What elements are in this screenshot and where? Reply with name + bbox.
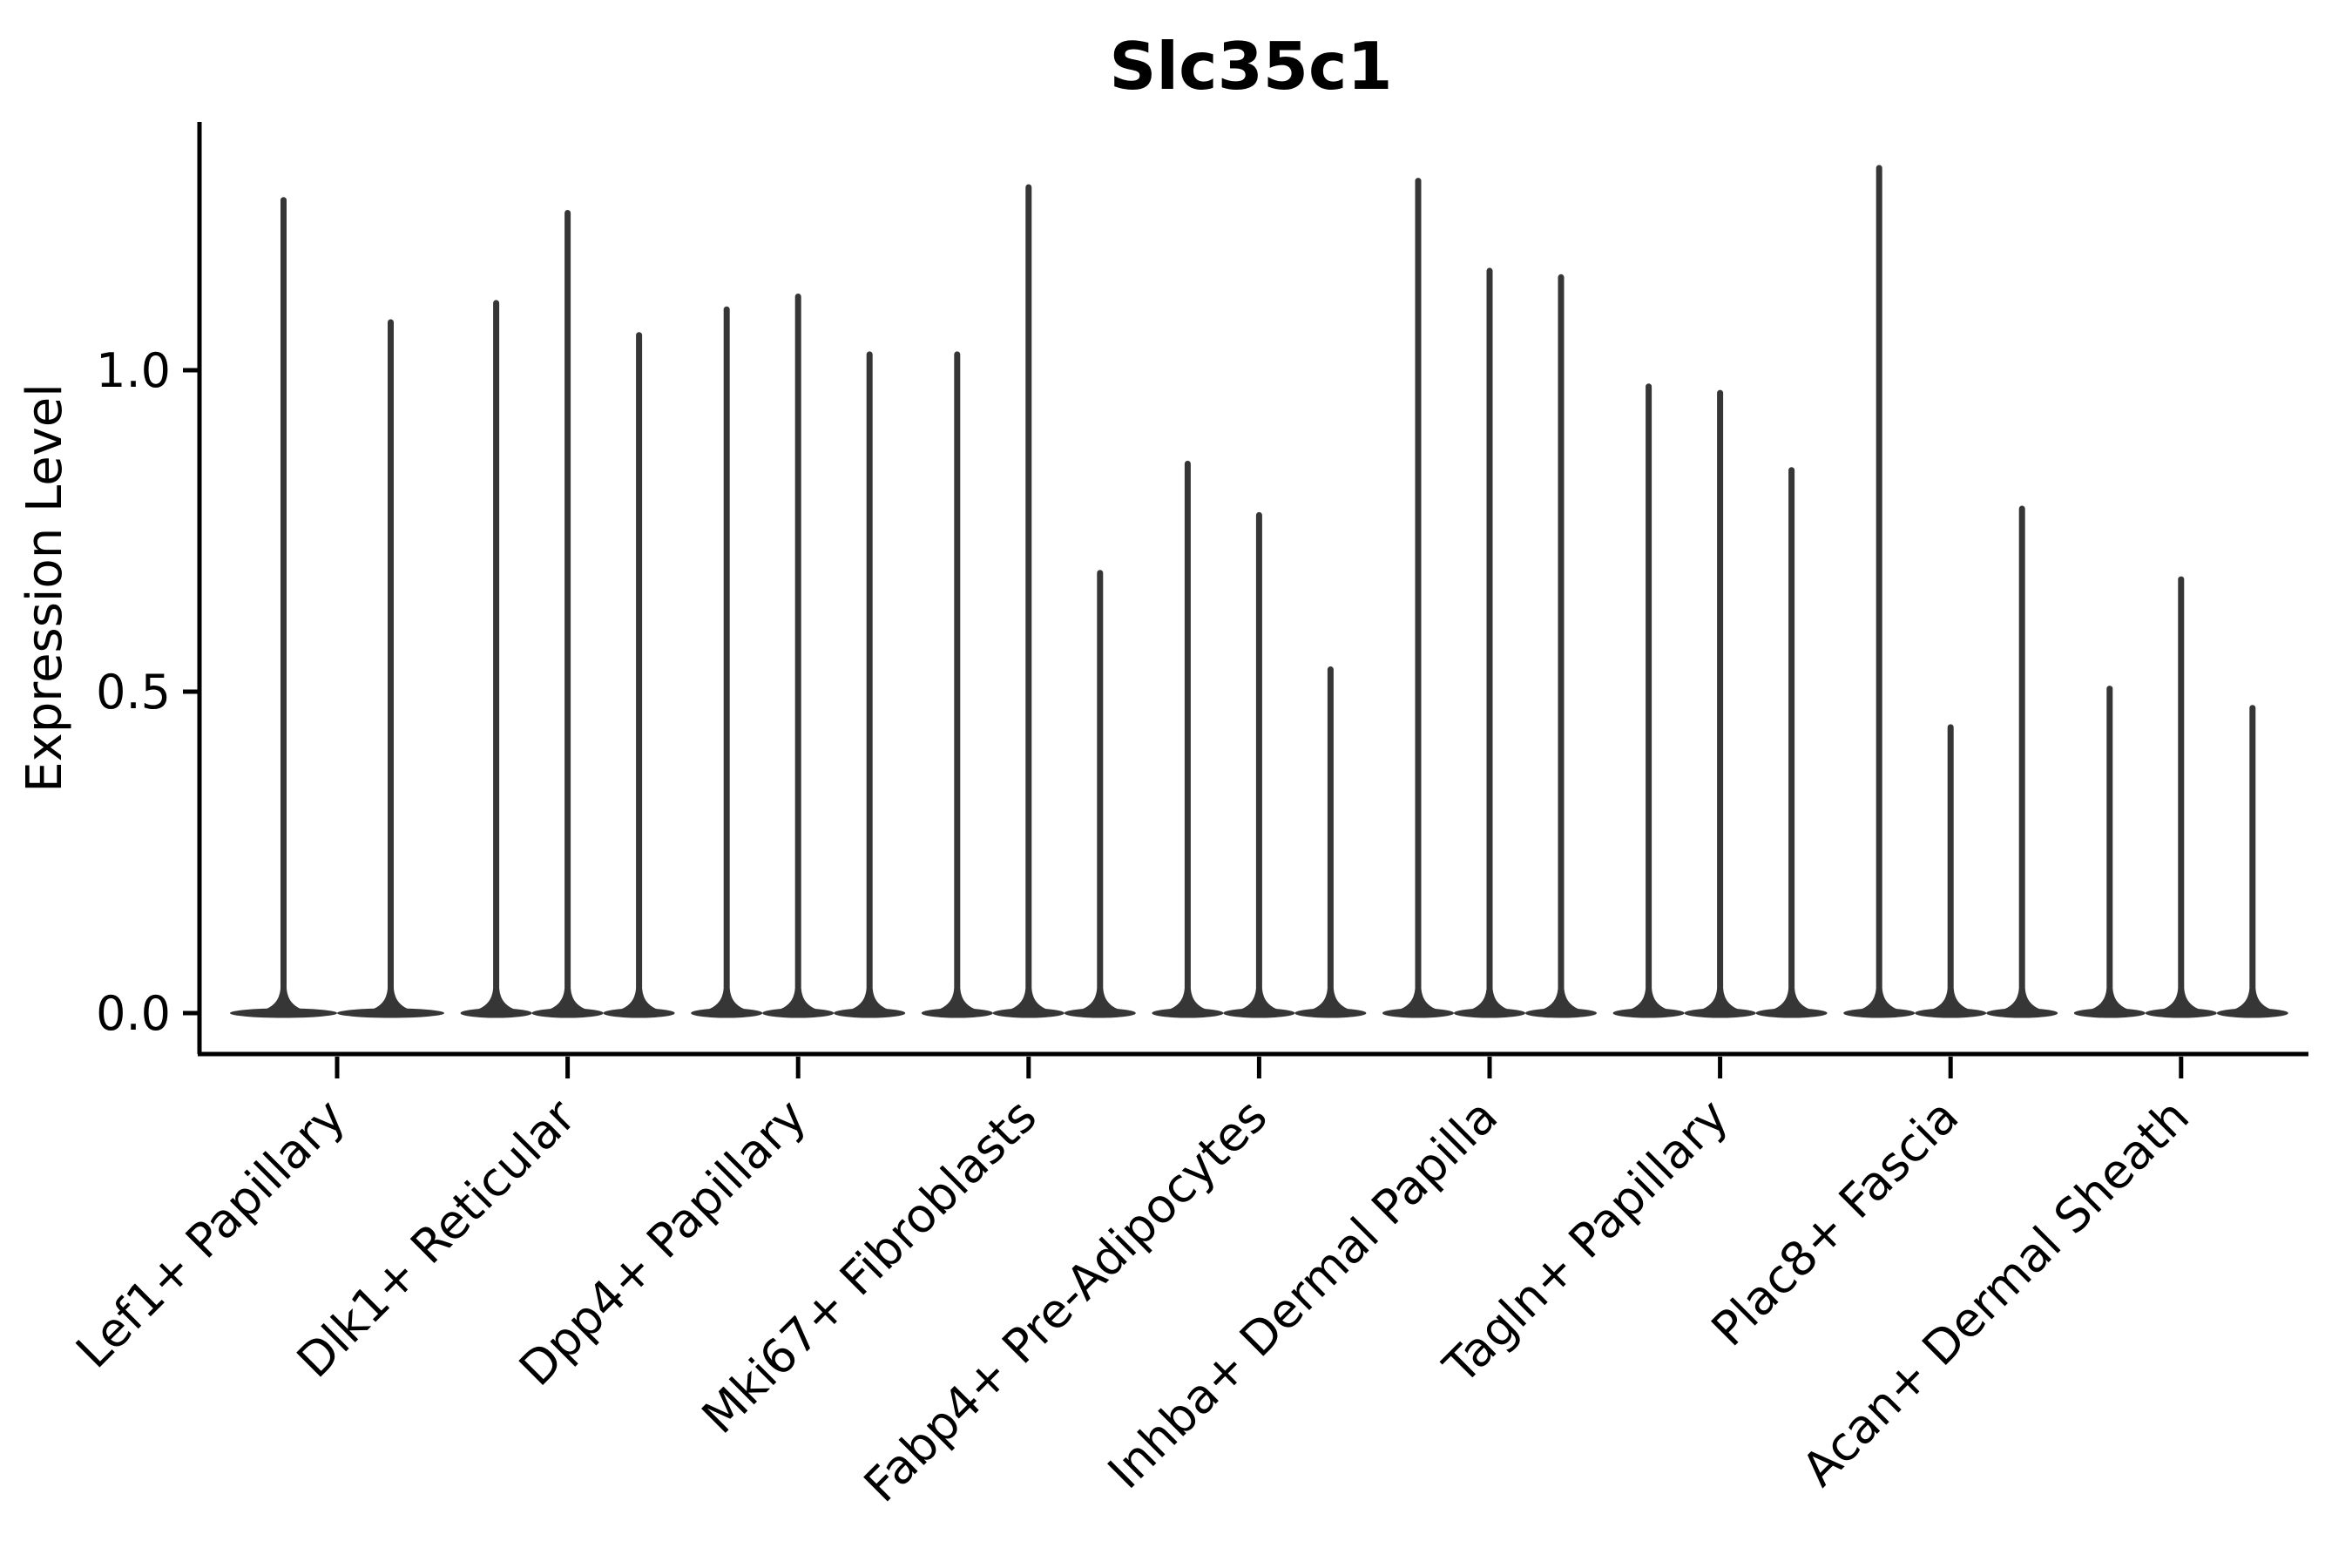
violin xyxy=(1915,724,1987,1018)
violins-group xyxy=(230,165,2288,1018)
violin-flare xyxy=(1168,989,1207,1010)
x-tick-label: Fabp4+ Pre-Adipocytes xyxy=(854,1089,1278,1513)
violin xyxy=(1064,570,1136,1018)
violin xyxy=(1223,511,1295,1018)
violin-flare xyxy=(1931,989,1970,1010)
violin-flare xyxy=(548,989,587,1010)
violin xyxy=(691,306,763,1018)
violin xyxy=(2073,686,2146,1018)
violin-flare xyxy=(850,989,889,1010)
violin-flare xyxy=(619,989,659,1010)
violin xyxy=(337,319,444,1018)
violin xyxy=(1152,460,1224,1018)
violin xyxy=(1843,165,1916,1018)
violin-flare xyxy=(371,989,410,1010)
y-axis-label: Expression Level xyxy=(17,383,73,793)
violin xyxy=(1382,178,1454,1018)
violin xyxy=(1525,274,1597,1018)
violin-group xyxy=(921,184,1136,1018)
violin-flare xyxy=(264,989,303,1010)
violin-group xyxy=(230,197,444,1018)
violin xyxy=(1612,383,1685,1018)
x-tick-label: Inhba+ Dermal Papilla xyxy=(1098,1089,1508,1499)
violin-group xyxy=(1843,165,2058,1018)
violin-flare xyxy=(1240,989,1279,1010)
violin xyxy=(2145,576,2217,1018)
violin xyxy=(1684,389,1756,1018)
violin-flare xyxy=(1542,989,1580,1010)
violin xyxy=(230,197,337,1018)
violin-group xyxy=(1612,383,1828,1018)
violin xyxy=(834,351,906,1018)
x-axis-ticks xyxy=(335,1057,2184,1078)
violin xyxy=(992,184,1064,1018)
violin-flare xyxy=(1860,989,1899,1010)
y-tick-label: 0.0 xyxy=(96,986,171,1041)
x-tick-label: Plac8+ Fascia xyxy=(1701,1089,1970,1357)
violin-flare xyxy=(476,989,516,1010)
violin xyxy=(1454,267,1525,1018)
violin-flare xyxy=(779,989,818,1010)
violin xyxy=(1986,505,2058,1018)
violin-flare xyxy=(1399,989,1437,1010)
violin-group xyxy=(1152,460,1367,1018)
violin-flare xyxy=(2161,989,2200,1010)
violin xyxy=(921,351,993,1018)
chart-title: Slc35c1 xyxy=(1109,28,1392,105)
violin-group xyxy=(2073,576,2288,1018)
y-axis-ticks: 0.0 0.5 1.0 xyxy=(96,343,199,1041)
violin-flare xyxy=(1009,989,1048,1010)
violin xyxy=(762,293,835,1018)
violin-flare xyxy=(2233,989,2272,1010)
violin-group xyxy=(691,293,906,1018)
y-tick-label: 0.5 xyxy=(96,665,171,720)
violin-flare xyxy=(2090,989,2129,1010)
violin xyxy=(603,332,675,1018)
violin-flare xyxy=(1470,989,1509,1010)
violin xyxy=(2216,705,2288,1018)
violin-flare xyxy=(2003,989,2042,1010)
violin-group xyxy=(1382,178,1597,1018)
violin-group xyxy=(460,210,675,1018)
violin-flare xyxy=(1700,989,1740,1010)
violin-flare xyxy=(1772,989,1811,1010)
violin xyxy=(1755,467,1828,1018)
axis-spines xyxy=(197,122,2308,1057)
violin-flare xyxy=(1311,989,1350,1010)
x-tick-label: Acan+ Dermal Sheath xyxy=(1792,1089,2200,1497)
violin-flare xyxy=(707,989,747,1010)
violin-flare xyxy=(1080,989,1119,1010)
y-tick-label: 1.0 xyxy=(96,343,171,398)
violin-flare xyxy=(1629,989,1668,1010)
violin xyxy=(460,300,532,1018)
violin xyxy=(1294,666,1367,1018)
violin xyxy=(531,210,604,1018)
violin-flare xyxy=(937,989,977,1010)
